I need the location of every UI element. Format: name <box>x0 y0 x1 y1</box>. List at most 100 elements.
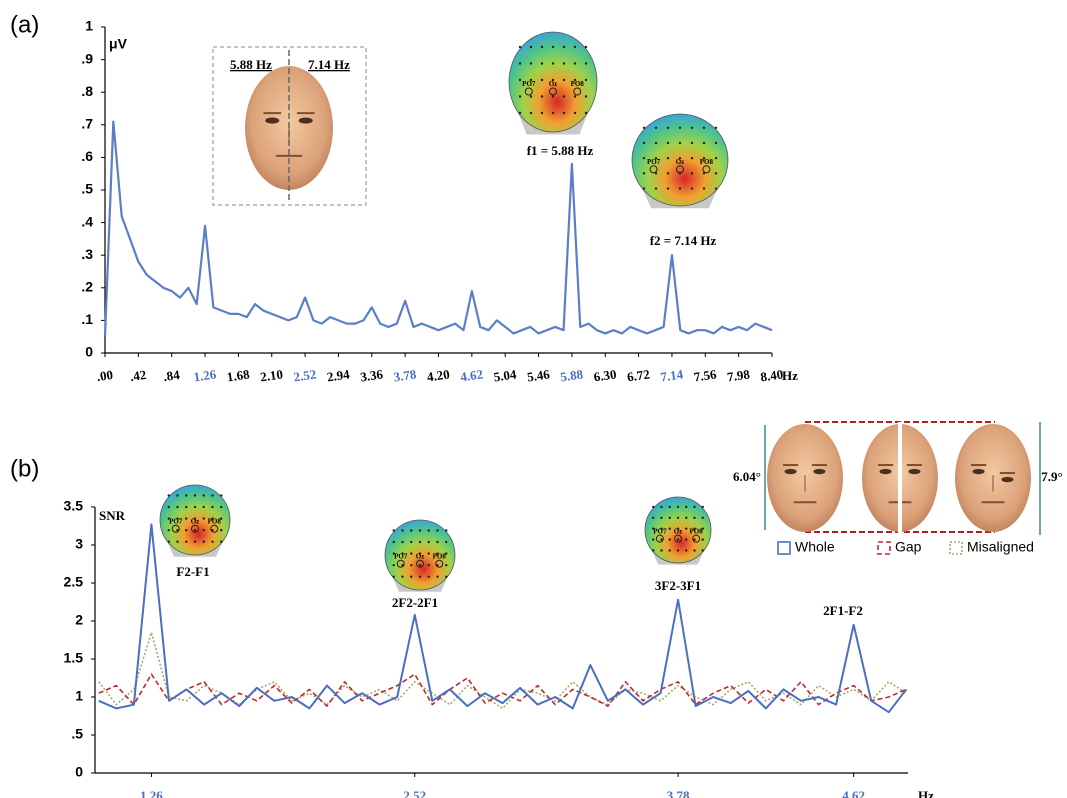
electrode-dot <box>643 157 645 159</box>
electrode-dot <box>401 529 403 531</box>
face-gap <box>898 422 902 534</box>
electrode-dot <box>211 506 213 508</box>
electrode-dot <box>419 529 421 531</box>
electrode-dot <box>702 517 704 519</box>
x-tick-label: 1.68 <box>226 366 251 384</box>
electrode-label: Oz <box>549 80 558 88</box>
electrode-dot <box>703 127 705 129</box>
electrode-dot <box>410 529 412 531</box>
x-tick-label: 6.72 <box>626 366 651 384</box>
x-tick-label: 7.56 <box>693 366 718 384</box>
electrode-dot <box>655 187 657 189</box>
electrode-dot <box>428 552 430 554</box>
topomap-label: F2-F1 <box>176 564 209 579</box>
electrode-dot <box>693 517 695 519</box>
electrode-dot <box>185 529 187 531</box>
electrode-dot <box>669 517 671 519</box>
electrode-dot <box>445 529 447 531</box>
y-tick-label: .4 <box>81 213 93 229</box>
electrode-dot <box>574 46 576 48</box>
electrode-dot <box>176 494 178 496</box>
electrode-label: PO8 <box>700 158 714 166</box>
electrode-dot <box>211 494 213 496</box>
electrode-dot <box>667 127 669 129</box>
electrode-dot <box>574 112 576 114</box>
electrode-dot <box>585 79 587 81</box>
x-axis-label: Hz <box>782 368 798 383</box>
electrode-dot <box>669 538 671 540</box>
x-tick-label: 1.26 <box>140 788 163 798</box>
x-tick-label: 3.36 <box>359 366 384 384</box>
x-tick-label: 3.78 <box>393 366 418 384</box>
electrode-dot <box>530 112 532 114</box>
electrode-dot <box>715 142 717 144</box>
x-axis-label: Hz <box>918 788 934 798</box>
electrode-dot <box>185 541 187 543</box>
electrode-dot <box>393 529 395 531</box>
electrode-dot <box>194 494 196 496</box>
y-tick-label: .3 <box>81 246 93 262</box>
electrode-dot <box>677 506 679 508</box>
y-tick-label: 3.5 <box>64 498 84 514</box>
y-tick-label: 1.5 <box>64 650 84 666</box>
electrode-dot <box>702 506 704 508</box>
electrode-dot <box>660 506 662 508</box>
electrode-dot <box>176 541 178 543</box>
electrode-dot <box>660 549 662 551</box>
y-tick-label: .2 <box>81 279 93 295</box>
x-tick-label: 1.26 <box>193 366 218 384</box>
electrode-dot <box>585 62 587 64</box>
electrode-dot <box>203 506 205 508</box>
electrode-dot <box>667 157 669 159</box>
electrode-dot <box>702 538 704 540</box>
electrode-label: Oz <box>676 158 685 166</box>
figure: (a) (b) 5.88 Hz 7.14 Hz 6.04° 7.9° PO7Oz… <box>0 0 1067 798</box>
electrode-dot <box>652 549 654 551</box>
electrode-dot <box>715 187 717 189</box>
y-tick-label: .1 <box>81 311 93 327</box>
electrode-dot <box>691 172 693 174</box>
electrode-dot <box>194 529 196 531</box>
electrode-dot <box>552 62 554 64</box>
electrode-dot <box>685 506 687 508</box>
electrode-dot <box>552 95 554 97</box>
electrode-dot <box>667 142 669 144</box>
legend-label: Gap <box>895 539 922 555</box>
electrode-dot <box>669 549 671 551</box>
panel-label: (a) <box>10 11 39 38</box>
electrode-dot <box>393 576 395 578</box>
electrode-dot <box>585 95 587 97</box>
electrode-dot <box>168 506 170 508</box>
electrode-dot <box>643 142 645 144</box>
electrode-dot <box>428 541 430 543</box>
x-tick-label: 3.78 <box>667 788 690 798</box>
topomap-label: 2F2-2F1 <box>392 595 438 610</box>
annotation: 7.14 Hz <box>308 57 350 72</box>
electrode-dot <box>393 564 395 566</box>
electrode-label: PO8 <box>571 80 585 88</box>
electrode-dot <box>563 46 565 48</box>
electrode-label: PO8 <box>433 552 447 560</box>
electrode-dot <box>585 46 587 48</box>
electrode-dot <box>445 541 447 543</box>
electrode-dot <box>677 549 679 551</box>
annotation: 5.88 Hz <box>230 57 272 72</box>
y-tick-label: .9 <box>81 50 93 66</box>
topomap-label: f2 = 7.14 Hz <box>650 233 717 248</box>
electrode-dot <box>563 95 565 97</box>
electrode-dot <box>574 95 576 97</box>
electrode-dot <box>203 517 205 519</box>
data-line <box>99 632 907 708</box>
legend-label: Whole <box>795 539 835 555</box>
electrode-dot <box>655 142 657 144</box>
x-tick-label: .00 <box>96 367 114 384</box>
face-eye <box>879 469 891 474</box>
electrode-dot <box>203 494 205 496</box>
electrode-dot <box>691 187 693 189</box>
y-tick-label: 2.5 <box>64 574 84 590</box>
electrode-dot <box>702 549 704 551</box>
electrode-dot <box>585 112 587 114</box>
electrode-dot <box>541 46 543 48</box>
electrode-dot <box>685 549 687 551</box>
electrode-dot <box>703 187 705 189</box>
